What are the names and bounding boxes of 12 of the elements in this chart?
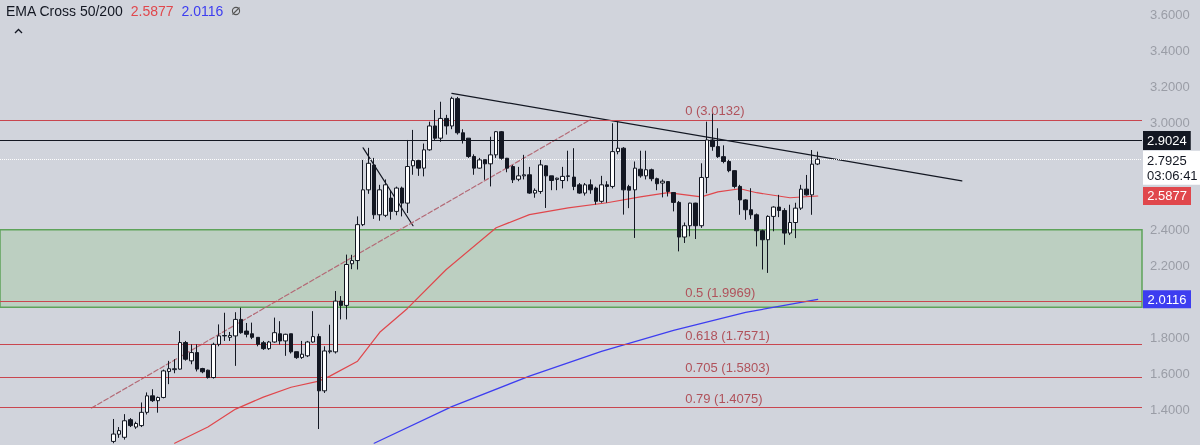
- text: 2.5877: [1147, 188, 1187, 204]
- annotation: 0.5 (1.9969): [685, 285, 756, 301]
- text: 2.0116: [1147, 291, 1187, 307]
- ref-line-label: 2.9024: [1147, 132, 1187, 148]
- annotation: 0.79 (1.4075): [685, 390, 763, 406]
- ref-line-label: 2.7925 03:06:41: [1147, 152, 1198, 183]
- annotation: 0.705 (1.5803): [685, 359, 770, 375]
- text: 2.5877: [130, 3, 174, 19]
- chart-title: EMA Cross 50/200: [6, 3, 123, 19]
- text: 2.0116: [181, 3, 224, 19]
- annotation: 0.618 (1.7571): [685, 328, 770, 344]
- annotation: 0 (3.0132): [685, 102, 745, 118]
